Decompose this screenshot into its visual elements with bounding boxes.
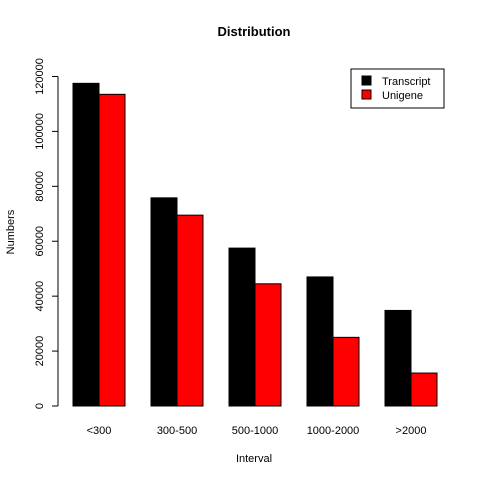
bar-transcript-1 <box>150 197 178 407</box>
chart-title: Distribution <box>218 24 291 39</box>
bar-transcript-2 <box>228 247 256 407</box>
y-axis: 0 20000 40000 60000 80000 100000 120000 <box>34 58 59 409</box>
y-tick-label: 40000 <box>34 281 46 312</box>
legend-label-transcript: Transcript <box>382 76 431 88</box>
bar-unigene-2 <box>254 283 282 407</box>
bar-transcript-0 <box>72 82 100 407</box>
bars <box>72 82 438 407</box>
legend-label-unigene: Unigene <box>382 90 423 102</box>
bar-unigene-3 <box>332 336 360 407</box>
legend: Transcript Unigene <box>350 68 445 109</box>
x-tick-label: 300-500 <box>157 425 197 437</box>
y-tick-label: 60000 <box>34 226 46 257</box>
legend-box <box>350 68 445 109</box>
bar-unigene-1 <box>176 214 204 407</box>
y-tick-label: 100000 <box>34 113 46 150</box>
y-axis-label: Numbers <box>5 209 17 254</box>
x-tick-label: 500-1000 <box>232 425 279 437</box>
bar-unigene-0 <box>98 93 126 407</box>
y-tick-label: 20000 <box>34 336 46 367</box>
y-tick-label: 0 <box>34 403 46 409</box>
y-tick-label: 80000 <box>34 171 46 202</box>
x-axis-label: Interval <box>236 453 272 465</box>
x-tick-label: 1000-2000 <box>307 425 360 437</box>
x-tick-label: <300 <box>87 425 112 437</box>
x-tick-label: >2000 <box>396 425 427 437</box>
bar-transcript-4 <box>384 309 412 407</box>
legend-swatch-transcript <box>361 75 372 86</box>
x-tick-labels: <300 300-500 500-1000 1000-2000 >2000 <box>87 425 427 437</box>
bar-transcript-3 <box>306 276 334 407</box>
legend-swatch-unigene <box>361 89 372 100</box>
y-tick-label: 120000 <box>34 58 46 95</box>
bar-unigene-4 <box>410 372 438 407</box>
